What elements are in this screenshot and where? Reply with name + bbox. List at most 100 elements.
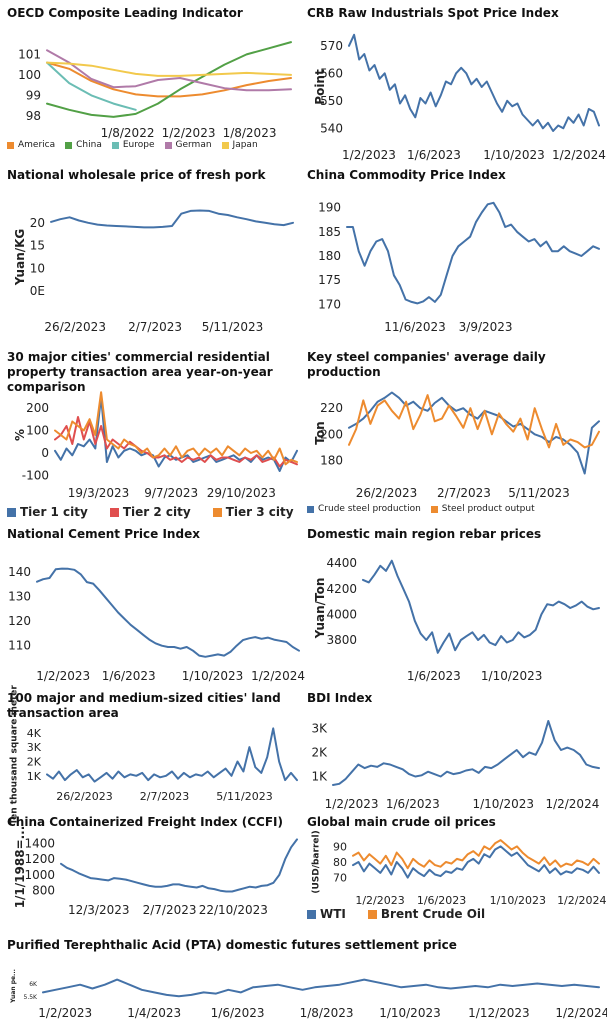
legend-swatch (212, 507, 222, 517)
x-tick-label: 2/7/2023 (143, 903, 197, 917)
x-tick-label: 1/2/2024 (545, 797, 599, 811)
y-tick-label: 90 (333, 840, 347, 853)
series-line-europe (46, 61, 137, 111)
y-tick-label: 180 (320, 453, 343, 467)
legend-crude: WTI Brent Crude Oil (307, 907, 485, 921)
x-tick-label: 1/6/2023 (417, 894, 466, 907)
chart-ccpi: 170 175 180 185 190 11/6/2023 3/9/2023 (318, 201, 600, 334)
x-tick-label: 1/6/2023 (386, 797, 440, 811)
legend-item: German (164, 140, 212, 150)
series-line (332, 720, 600, 786)
x-tick-label: 1/6/2023 (211, 1006, 265, 1020)
legend-item: WTI (307, 907, 346, 921)
y-tick-label: 2K (27, 755, 42, 768)
x-tick-label: 12/3/2023 (68, 903, 130, 917)
y-axis-label: Point (313, 69, 327, 105)
chart-title: 30 major cities' commercial residential … (7, 350, 273, 394)
legend-swatch (221, 141, 229, 149)
y-tick-label: 1K (27, 770, 42, 783)
y-tick-label: 4200 (326, 582, 357, 596)
legend-housing: Tier 1 city Tier 2 city Tier 3 city (7, 505, 294, 519)
legend-label: China (76, 140, 102, 150)
legend-swatch (7, 141, 14, 149)
chart-pta: 5.5K 6K Yuan pe... 1/2/2023 1/4/2023 1/6/2023… (10, 969, 607, 1020)
y-axis-label: (USD/barrel) (312, 830, 322, 893)
chart-title: Global main crude oil prices (307, 815, 496, 829)
y-tick-label: 560 (320, 66, 343, 80)
x-tick-label: 11/6/2023 (384, 320, 446, 334)
legend-item: Europe (111, 140, 155, 150)
x-tick-label: 5/11/2023 (508, 486, 570, 500)
series-line-tier-2-city (54, 416, 298, 468)
chart-title: Domestic main region rebar prices (307, 527, 542, 541)
panel-steel: Key steel companies' average daily produ… (307, 350, 602, 522)
legend-label: America (18, 140, 56, 150)
y-tick-label: 800 (32, 884, 55, 898)
y-axis-label: Yuan/Ton (313, 578, 327, 640)
x-tick-label: 29/10/2023 (207, 486, 276, 500)
panel-cement: National Cement Price Index 110 120 130 140… (7, 527, 305, 687)
x-tick-label: 1/2/2024 (251, 669, 305, 683)
x-tick-label: 1/2/2023 (36, 669, 90, 683)
legend-swatch (111, 141, 119, 149)
series-line-tier-3-city (54, 391, 298, 466)
x-tick-label: 1/6/2023 (102, 669, 156, 683)
panel-oecd: OECD Composite Leading Indicator 98 99 100… (7, 6, 297, 166)
x-tick-label: 1/10/2023 (490, 894, 546, 907)
y-tick-label: 200 (320, 427, 343, 441)
series-line-wti (352, 845, 600, 879)
series-line (36, 567, 300, 658)
y-tick-label: 4400 (326, 556, 357, 570)
legend-steel: Crude steel production Steel product outp… (307, 504, 535, 514)
series-line-japan (46, 61, 292, 77)
x-tick-label: 1/10/2023 (379, 1006, 441, 1020)
x-tick-label: 26/2/2023 (44, 320, 106, 334)
chart-crude: 70 80 90 (USD/barrel) 1/2/2023 1/6/2023 1/10/2… (312, 830, 607, 907)
y-tick-label: 0 (41, 446, 49, 460)
legend-label: WTI (320, 907, 346, 921)
legend-item: Japan (221, 140, 258, 150)
chart-title: Key steel companies' average daily produ… (307, 350, 546, 379)
legend-swatch (430, 505, 438, 513)
chart-title: OECD Composite Leading Indicator (7, 6, 243, 20)
legend-item: China (65, 140, 102, 150)
y-tick-label: 5.5K (24, 994, 39, 1001)
y-tick-label: 3800 (326, 633, 357, 647)
chart-crb: 540 550 560 570 Point 1/2/2023 1/6/2023 1/10/20… (313, 33, 606, 162)
x-tick-label: 2/7/2023 (128, 320, 182, 334)
x-tick-label: 1/4/2023 (127, 1006, 181, 1020)
x-tick-label: 1/2/2023 (342, 148, 396, 162)
panel-ccpi: China Commodity Price Index 170 175 180 185… (307, 168, 602, 338)
legend-item: America (7, 140, 55, 150)
chart-title: National Cement Price Index (7, 527, 200, 541)
panel-bdi: BDI Index 1K 2K 3K 1/2/2023 1/6/2023 1/10/202… (307, 691, 602, 811)
y-tick-label: 100 (18, 68, 41, 82)
y-tick-label: 101 (18, 47, 41, 61)
y-axis-label: Yuan/KG (13, 229, 27, 287)
chart-title: China Commodity Price Index (307, 168, 506, 182)
chart-title: China Containerized Freight Index (CCFI) (7, 815, 283, 829)
chart-rebar: 3800 4000 4200 4400 Yuan/Ton 1/6/2023 1/10/202… (313, 556, 600, 683)
x-tick-label: 1/2/2023 (38, 1006, 92, 1020)
legend-swatch (109, 507, 119, 517)
y-tick-label: 100 (26, 424, 49, 438)
legend-label: German (175, 140, 212, 150)
x-tick-label: 1/6/2023 (407, 669, 461, 683)
x-tick-label: 1/10/2023 (481, 669, 543, 683)
x-tick-label: 19/3/2023 (68, 486, 130, 500)
legend-swatch (65, 141, 73, 149)
chart-title: Purified Terephthalic Acid (PTA) domesti… (7, 938, 457, 952)
legend-label: Europe (122, 140, 155, 150)
y-tick-label: -100 (22, 469, 49, 483)
y-axis-label: Ton (313, 421, 327, 444)
x-tick-label: 5/11/2023 (202, 320, 264, 334)
y-tick-label: 3K (311, 721, 328, 735)
y-tick-label: 15 (30, 239, 45, 253)
y-axis-label: Ten thousand square meter (10, 685, 20, 825)
x-tick-label: 9/7/2023 (144, 486, 198, 500)
panel-crb: CRB Raw Industrials Spot Price Index 540… (307, 6, 606, 166)
y-tick-label: 4000 (326, 607, 357, 621)
x-tick-label: 1/2/2023 (325, 797, 379, 811)
x-tick-label: 1/10/2023 (472, 797, 534, 811)
